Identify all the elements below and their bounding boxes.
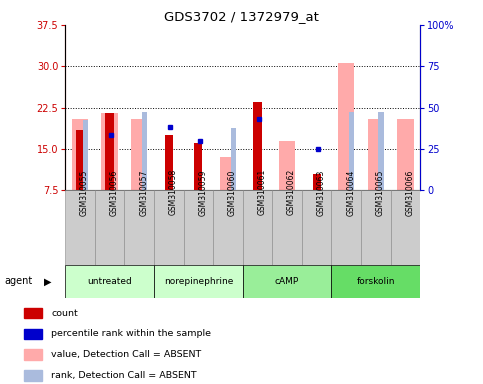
Bar	[65, 265, 154, 298]
Text: cAMP: cAMP	[275, 277, 299, 286]
Text: GSM310059: GSM310059	[199, 169, 207, 215]
Text: GSM310060: GSM310060	[228, 169, 237, 215]
Bar	[154, 190, 184, 265]
Bar	[368, 119, 384, 190]
Text: GSM310062: GSM310062	[287, 169, 296, 215]
Bar	[379, 112, 384, 190]
Bar	[254, 102, 262, 190]
Bar	[24, 370, 42, 381]
Bar	[220, 157, 236, 190]
Text: GSM310055: GSM310055	[80, 169, 89, 215]
Bar	[184, 190, 213, 265]
Bar	[398, 119, 413, 190]
Text: GSM310061: GSM310061	[257, 169, 267, 215]
Text: GSM310066: GSM310066	[405, 169, 414, 215]
Bar	[24, 308, 42, 318]
Text: GDS3702 / 1372979_at: GDS3702 / 1372979_at	[164, 10, 319, 23]
Text: percentile rank within the sample: percentile rank within the sample	[51, 329, 211, 338]
Bar	[361, 190, 391, 265]
Text: GSM310064: GSM310064	[346, 169, 355, 215]
Bar	[165, 135, 173, 190]
Bar	[101, 113, 118, 190]
Text: untreated: untreated	[87, 277, 132, 286]
Bar	[154, 265, 243, 298]
Bar	[230, 128, 236, 190]
Bar	[349, 112, 354, 190]
Text: GSM310058: GSM310058	[169, 169, 178, 215]
Bar	[95, 190, 125, 265]
Text: rank, Detection Call = ABSENT: rank, Detection Call = ABSENT	[51, 371, 197, 380]
Text: GSM310063: GSM310063	[317, 169, 326, 215]
Text: count: count	[51, 309, 78, 318]
Text: norepinephrine: norepinephrine	[164, 277, 233, 286]
Text: ▶: ▶	[43, 276, 51, 286]
Bar	[105, 113, 114, 190]
Bar	[338, 63, 355, 190]
Bar	[65, 190, 95, 265]
Text: GSM310056: GSM310056	[110, 169, 119, 215]
Bar	[272, 190, 302, 265]
Bar	[131, 119, 147, 190]
Text: GSM310057: GSM310057	[139, 169, 148, 215]
Bar	[391, 190, 420, 265]
Bar	[213, 190, 243, 265]
Text: GSM310065: GSM310065	[376, 169, 385, 215]
Bar	[279, 141, 295, 190]
Bar	[242, 265, 331, 298]
Bar	[313, 174, 321, 190]
Bar	[24, 349, 42, 360]
Bar	[331, 265, 420, 298]
Text: agent: agent	[5, 276, 33, 286]
Bar	[24, 329, 42, 339]
Bar	[242, 190, 272, 265]
Text: value, Detection Call = ABSENT: value, Detection Call = ABSENT	[51, 350, 201, 359]
Text: forskolin: forskolin	[356, 277, 395, 286]
Bar	[76, 129, 84, 190]
Bar	[83, 120, 88, 190]
Bar	[302, 190, 331, 265]
Bar	[142, 112, 147, 190]
Bar	[72, 119, 88, 190]
Bar	[125, 190, 154, 265]
Bar	[194, 143, 202, 190]
Bar	[331, 190, 361, 265]
